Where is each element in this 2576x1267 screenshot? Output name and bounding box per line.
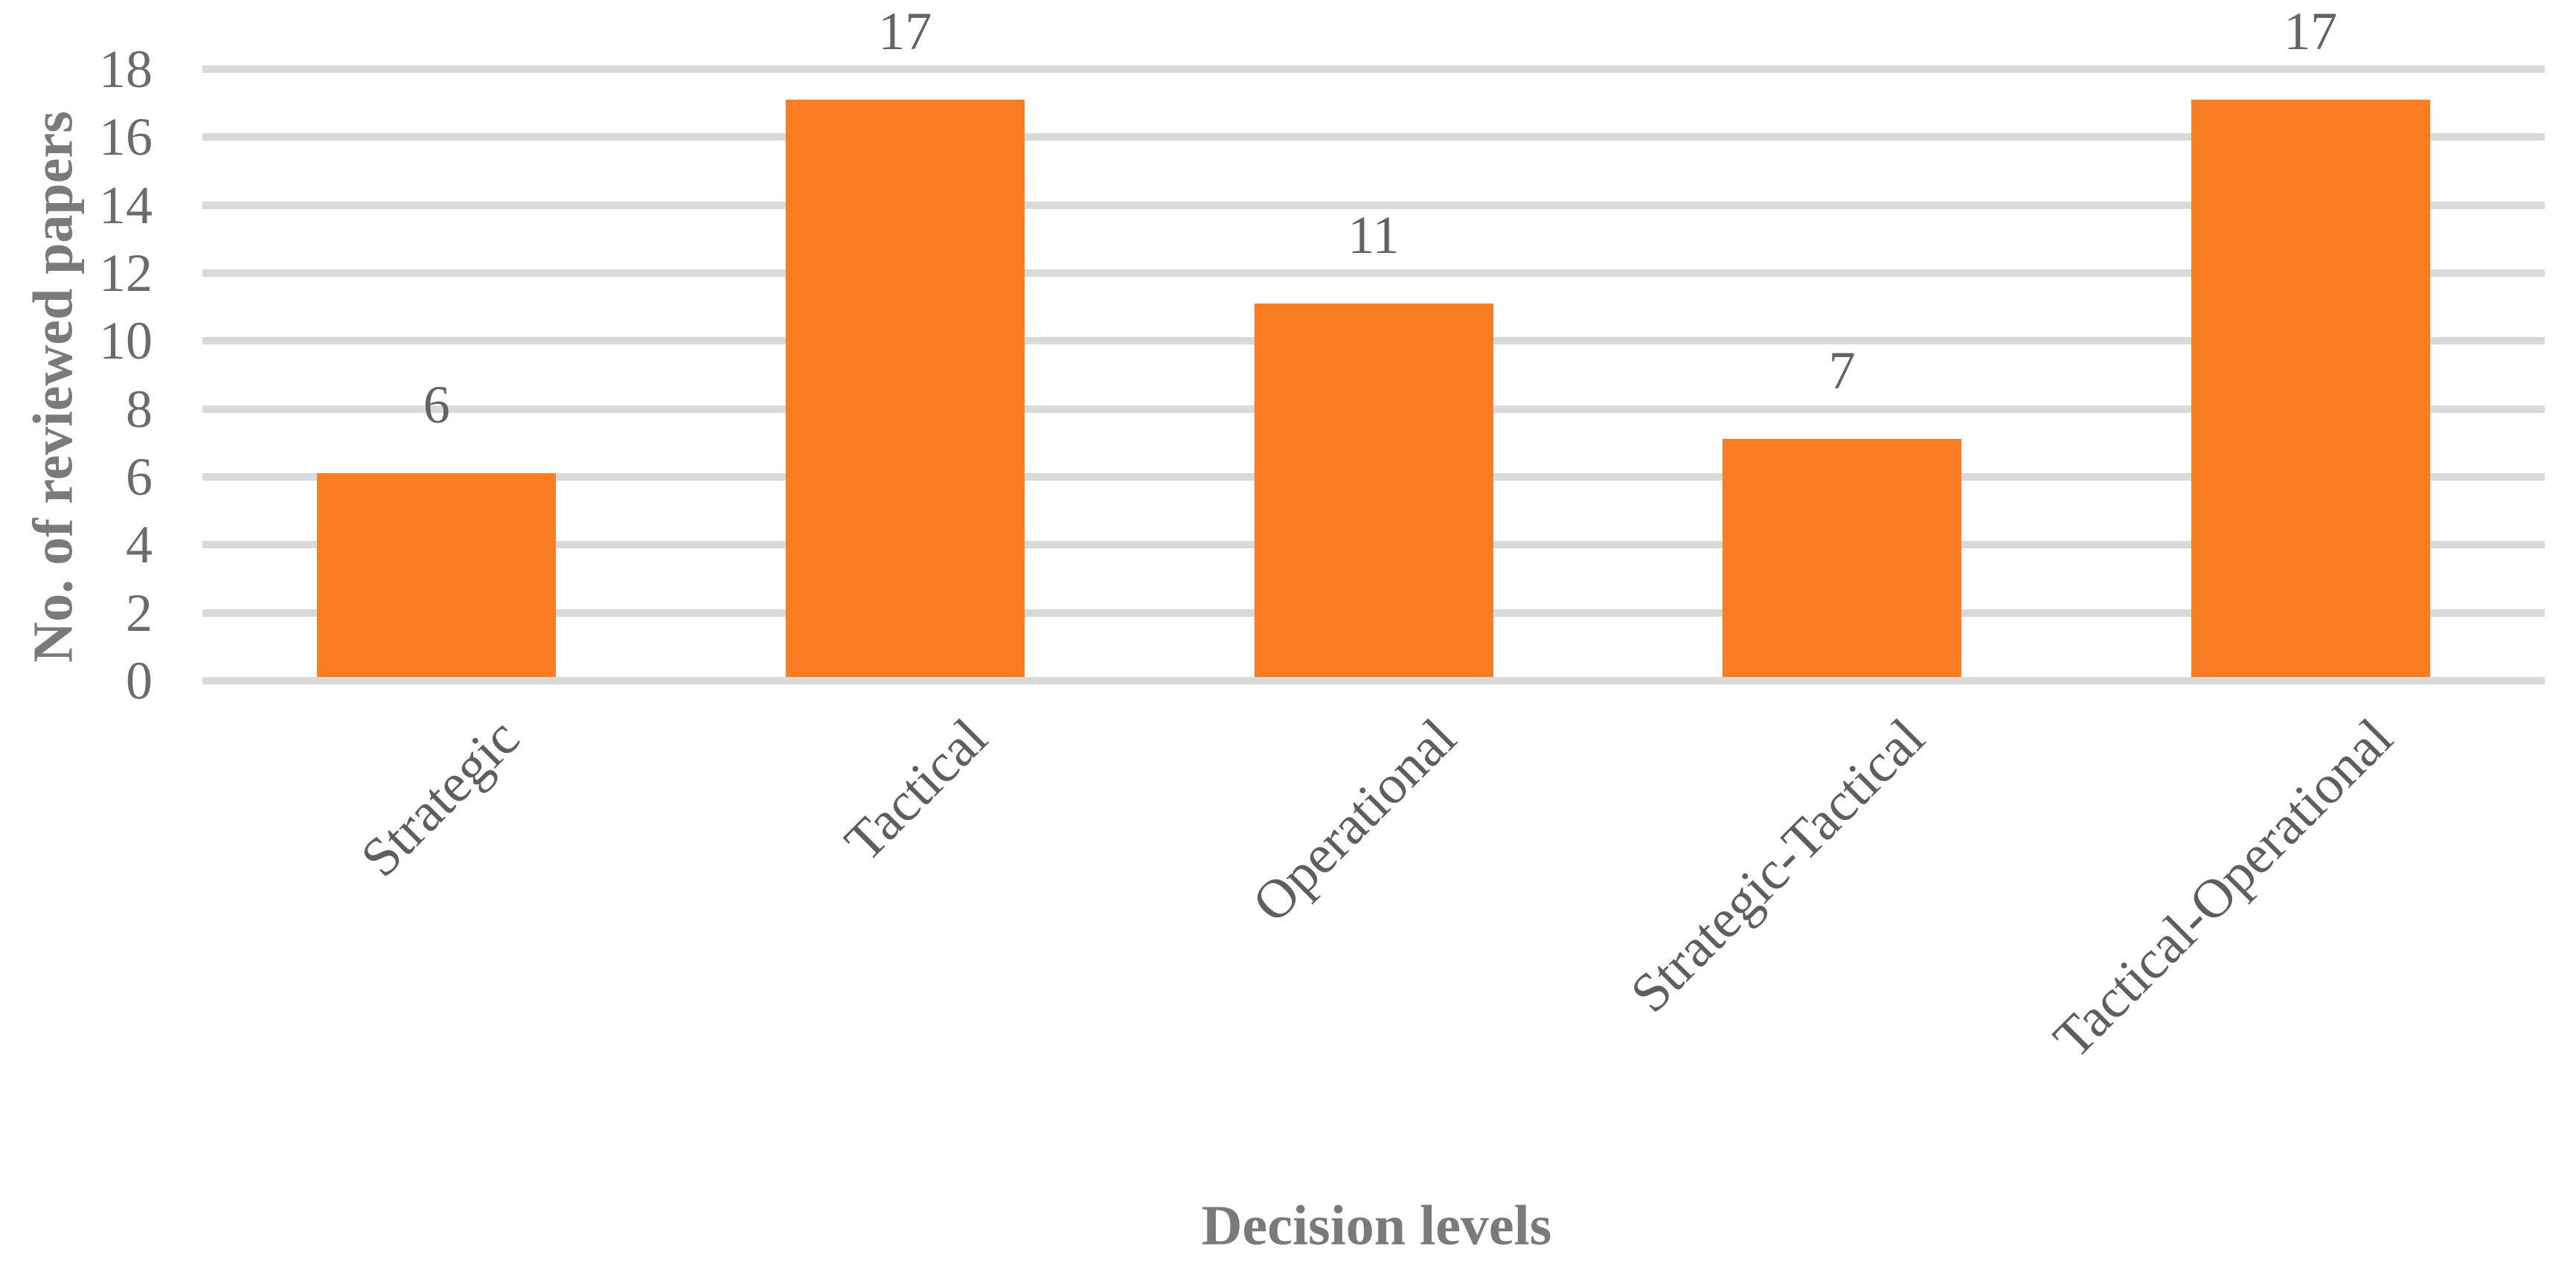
x-category-label: Tactical [833,707,999,873]
bar-value-label: 17 [2284,1,2338,61]
y-tick-label: 14 [99,175,153,235]
bar-value-label: 7 [1828,341,1856,401]
x-category-label: Strategic [349,707,531,889]
bar [1723,439,1962,677]
bar [317,473,557,677]
bar-value-label: 17 [878,1,932,61]
y-tick-label: 6 [126,447,153,507]
y-tick-label: 10 [99,311,153,371]
y-tick-label: 16 [99,107,153,167]
gridline [202,133,2545,141]
x-category-label: Strategic-Tactical [1618,707,1937,1024]
bar-value-label: 6 [423,375,450,434]
y-tick-label: 8 [126,379,153,439]
y-tick-label: 2 [126,583,153,643]
gridline [202,677,2545,684]
bar [1254,303,1493,677]
gridline [202,201,2545,209]
y-tick-label: 12 [99,243,153,303]
bar [2191,99,2430,677]
bar-value-label: 11 [1348,205,1400,265]
bar [785,99,1025,677]
gridline [202,65,2545,73]
y-tick-label: 4 [126,515,153,575]
x-category-label: Operational [1240,707,1468,934]
x-axis-title: Decision levels [1201,1194,1552,1257]
y-tick-label: 0 [126,651,153,711]
y-tick-label: 18 [99,39,153,99]
gridline [202,269,2545,277]
x-category-label: Tactical-Operational [2042,707,2405,1070]
